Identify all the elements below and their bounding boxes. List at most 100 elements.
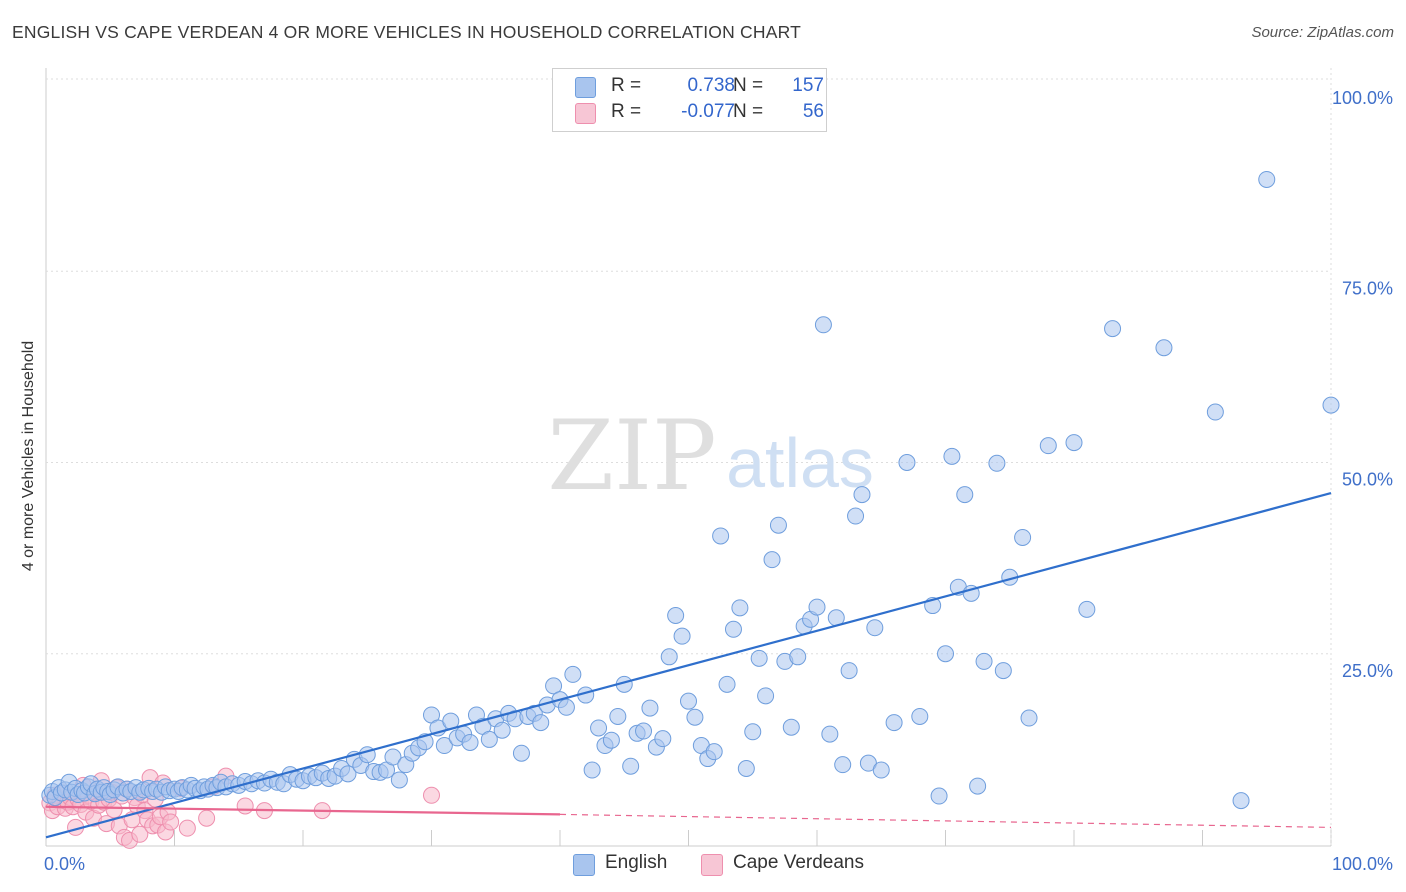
english-point xyxy=(1020,709,1038,727)
legend-n-value: 56 xyxy=(802,101,824,122)
english-point xyxy=(705,743,723,761)
english-point xyxy=(789,648,807,666)
cape-verdean-point xyxy=(423,786,440,804)
cape-verdean-trend-line xyxy=(45,805,561,816)
y-tick-label: 75.0% xyxy=(1342,278,1393,298)
english-point xyxy=(718,675,736,693)
cape-verdean-point xyxy=(236,797,254,815)
legend-swatch-english xyxy=(575,77,596,98)
english-point xyxy=(557,698,575,716)
english-point xyxy=(724,620,742,638)
english-point xyxy=(461,733,479,751)
english-point xyxy=(609,707,627,725)
english-point xyxy=(622,757,640,775)
legend-r-value: 0.738 xyxy=(687,75,735,96)
english-point xyxy=(493,721,511,739)
english-point xyxy=(969,777,987,795)
legend-r-value: -0.077 xyxy=(681,101,735,122)
english-point xyxy=(480,730,498,748)
english-point xyxy=(1065,434,1083,452)
watermark-atlas: atlas xyxy=(726,424,874,502)
english-point xyxy=(911,707,929,725)
english-point xyxy=(602,731,620,749)
english-point xyxy=(1206,403,1224,421)
english-point xyxy=(641,699,659,717)
english-point xyxy=(731,599,749,617)
english-point xyxy=(814,316,832,334)
english-point xyxy=(1039,437,1057,455)
bottom-legend-label-cape-verdean: Cape Verdeans xyxy=(733,852,864,873)
english-trend-line xyxy=(45,492,1332,839)
english-point xyxy=(769,516,787,534)
watermark-zip: ZIP xyxy=(547,400,716,512)
english-point xyxy=(737,760,755,777)
english-point xyxy=(339,765,357,783)
english-point xyxy=(937,645,954,663)
english-point xyxy=(686,708,704,726)
english-point xyxy=(821,725,839,743)
y-tick-label: 100.0% xyxy=(1332,88,1393,108)
legend-n-value: 157 xyxy=(792,75,824,96)
english-point xyxy=(853,486,871,504)
y-tick-label: 25.0% xyxy=(1342,661,1393,681)
english-point xyxy=(885,714,903,732)
english-point xyxy=(512,744,530,762)
y-tick-label: 50.0% xyxy=(1342,470,1393,490)
chart-title: ENGLISH VS CAPE VERDEAN 4 OR MORE VEHICL… xyxy=(12,22,801,42)
english-point xyxy=(712,527,730,545)
english-point xyxy=(660,648,678,666)
english-point xyxy=(635,722,653,740)
english-point xyxy=(532,714,550,732)
english-point xyxy=(847,507,865,525)
legend-n-label: N = xyxy=(733,75,764,96)
correlation-legend: R = 0.738 N = 157 R = -0.077 N = 56 xyxy=(552,68,827,132)
english-point xyxy=(545,677,563,695)
english-point xyxy=(564,665,582,683)
english-point xyxy=(654,730,672,748)
english-point xyxy=(583,761,601,779)
cape-verdean-trend-extension xyxy=(559,813,1332,829)
english-point xyxy=(435,737,453,755)
english-point xyxy=(975,652,993,670)
english-point xyxy=(1104,320,1122,338)
watermark: ZIP atlas xyxy=(547,400,874,512)
legend-r-label: R = xyxy=(611,75,642,96)
english-point xyxy=(763,551,781,569)
english-point xyxy=(1258,170,1276,188)
english-point xyxy=(994,662,1012,680)
english-point xyxy=(673,627,691,645)
english-point xyxy=(866,619,884,637)
gridlines xyxy=(45,68,1332,847)
english-point xyxy=(988,454,1006,472)
bottom-legend-label-english: English xyxy=(605,852,668,873)
english-point xyxy=(956,486,974,504)
english-point xyxy=(590,719,608,737)
cape-verdean-point xyxy=(162,813,180,831)
legend-r-label: R = xyxy=(611,101,642,122)
legend-n-label: N = xyxy=(733,101,764,122)
english-point xyxy=(834,756,852,774)
english-point xyxy=(840,662,858,680)
english-point xyxy=(1322,396,1340,414)
english-point xyxy=(1014,528,1032,546)
bottom-legend-swatch-english xyxy=(573,854,595,876)
legend-swatch-cape-verdean xyxy=(575,103,596,124)
english-point xyxy=(744,723,762,741)
english-point xyxy=(943,447,961,465)
english-point xyxy=(782,718,800,736)
english-point xyxy=(1232,792,1250,810)
english-point xyxy=(384,748,402,766)
trend-lines xyxy=(45,492,1332,839)
english-point xyxy=(750,649,768,667)
tick-labels: 100.0% 75.0% 50.0% 25.0% 0.0% 100.0% xyxy=(44,88,1393,874)
bottom-legend-swatch-cape-verdean xyxy=(701,854,723,876)
cape-verdean-point xyxy=(178,819,196,837)
english-point xyxy=(930,787,948,805)
english-point xyxy=(1155,339,1173,357)
english-point xyxy=(808,598,826,616)
english-points xyxy=(41,170,1340,810)
english-point xyxy=(390,771,408,789)
english-point xyxy=(757,687,775,705)
x-tick-label: 100.0% xyxy=(1332,854,1393,874)
